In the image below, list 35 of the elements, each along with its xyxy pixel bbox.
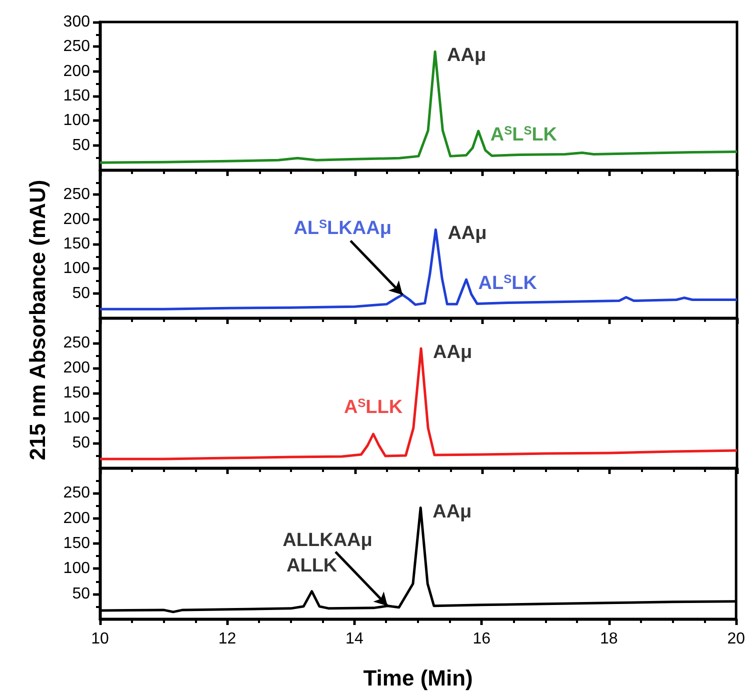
annotation: ALLK	[286, 555, 338, 576]
y-tick-label: 150	[63, 236, 90, 252]
x-tick-label: 20	[727, 630, 746, 648]
x-tick-label: 16	[472, 630, 491, 648]
x-tick-label: 10	[91, 630, 109, 648]
y-tick-label: 150	[63, 88, 90, 104]
y-tick-label: 250	[63, 334, 90, 352]
annotation: AAμ	[448, 223, 487, 244]
x-tick-label: 14	[346, 630, 364, 648]
x-tick-label: 18	[600, 630, 618, 648]
y-tick-label: 200	[63, 62, 90, 80]
x-tick-label: 12	[218, 630, 236, 648]
y-axis-title: 215 nm Absorbance (mAU)	[25, 180, 51, 460]
y-tick-label: 100	[63, 260, 90, 278]
x-axis-title: Time (Min)	[363, 666, 473, 690]
y-tick-label: 300	[63, 14, 90, 30]
annotation: AAμ	[447, 45, 486, 66]
y-tick-label: 100	[63, 112, 90, 130]
y-tick-label: 250	[63, 186, 90, 204]
y-tick-label: 250	[63, 484, 90, 502]
annotation: AAμ	[432, 501, 472, 522]
y-tick-label: 150	[63, 384, 90, 402]
y-tick-label: 50	[72, 434, 90, 452]
y-tick-label: 50	[72, 136, 90, 154]
y-tick-label: 100	[63, 410, 90, 426]
y-tick-label: 200	[63, 510, 90, 527]
y-tick-label: 50	[72, 585, 90, 602]
y-tick-label: 200	[63, 210, 90, 228]
annotation: AAμ	[433, 342, 472, 363]
y-tick-label: 100	[63, 560, 90, 578]
y-tick-label: 250	[63, 38, 90, 56]
annotation: ALLKAAμ	[282, 530, 372, 551]
y-tick-label: 150	[63, 535, 90, 552]
y-tick-label: 200	[63, 360, 90, 376]
y-tick-label: 50	[72, 284, 90, 302]
